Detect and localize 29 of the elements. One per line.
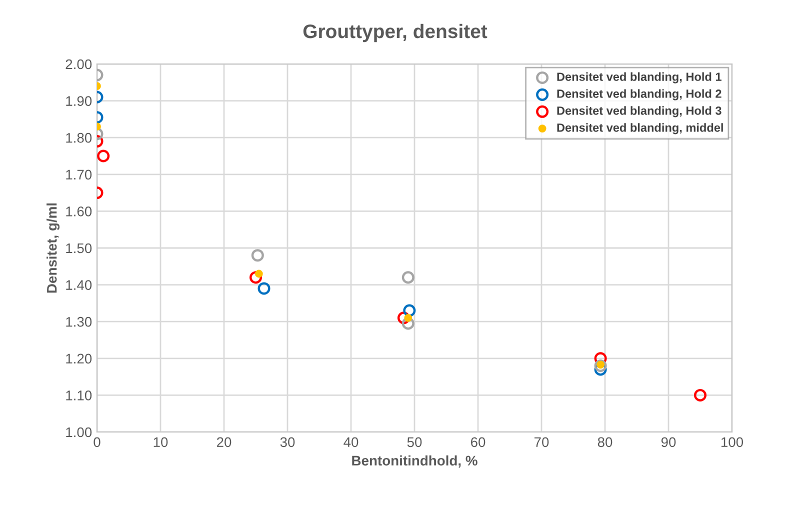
y-tick-label: 1.70 [66, 170, 92, 180]
y-tick-label: 1.80 [66, 132, 92, 143]
chart-title: Grouttyper, densitet [303, 24, 488, 42]
legend-label: Densitet ved blanding, Hold 1 [557, 72, 722, 84]
x-tick-label: 70 [534, 437, 549, 448]
x-tick-label: 60 [470, 437, 486, 448]
x-tick-label: 100 [721, 437, 744, 448]
x-tick-label: 50 [407, 437, 422, 448]
y-tick-label: 2.00 [66, 59, 92, 70]
x-tick-label: 80 [598, 437, 612, 448]
legend-label: Densitet ved blanding, middel [557, 123, 723, 134]
x-tick-label: 10 [154, 437, 168, 448]
x-axis-title: Bentonitindhold, % [352, 455, 478, 468]
y-tick-label: 1.90 [66, 96, 92, 106]
y-tick-label: 1.50 [66, 243, 92, 254]
y-tick-label: 1.30 [66, 316, 92, 327]
x-tick-label: 20 [216, 437, 232, 448]
y-tick-label: 1.20 [66, 354, 92, 364]
y-tick-label: 1.00 [66, 427, 92, 438]
y-tick-label: 1.10 [66, 390, 92, 400]
y-axis-title: Densitet, g/ml [46, 203, 60, 293]
legend-label: Densitet ved blanding, Hold 3 [557, 106, 722, 118]
x-tick-label: 0 [94, 437, 100, 448]
x-tick-label: 40 [344, 437, 358, 448]
y-tick-label: 1.40 [66, 280, 92, 290]
legend-label: Densitet ved blanding, Hold 2 [557, 89, 722, 100]
x-tick-label: 30 [280, 437, 295, 448]
x-tick-label: 90 [661, 437, 676, 448]
y-tick-label: 1.60 [66, 206, 92, 216]
